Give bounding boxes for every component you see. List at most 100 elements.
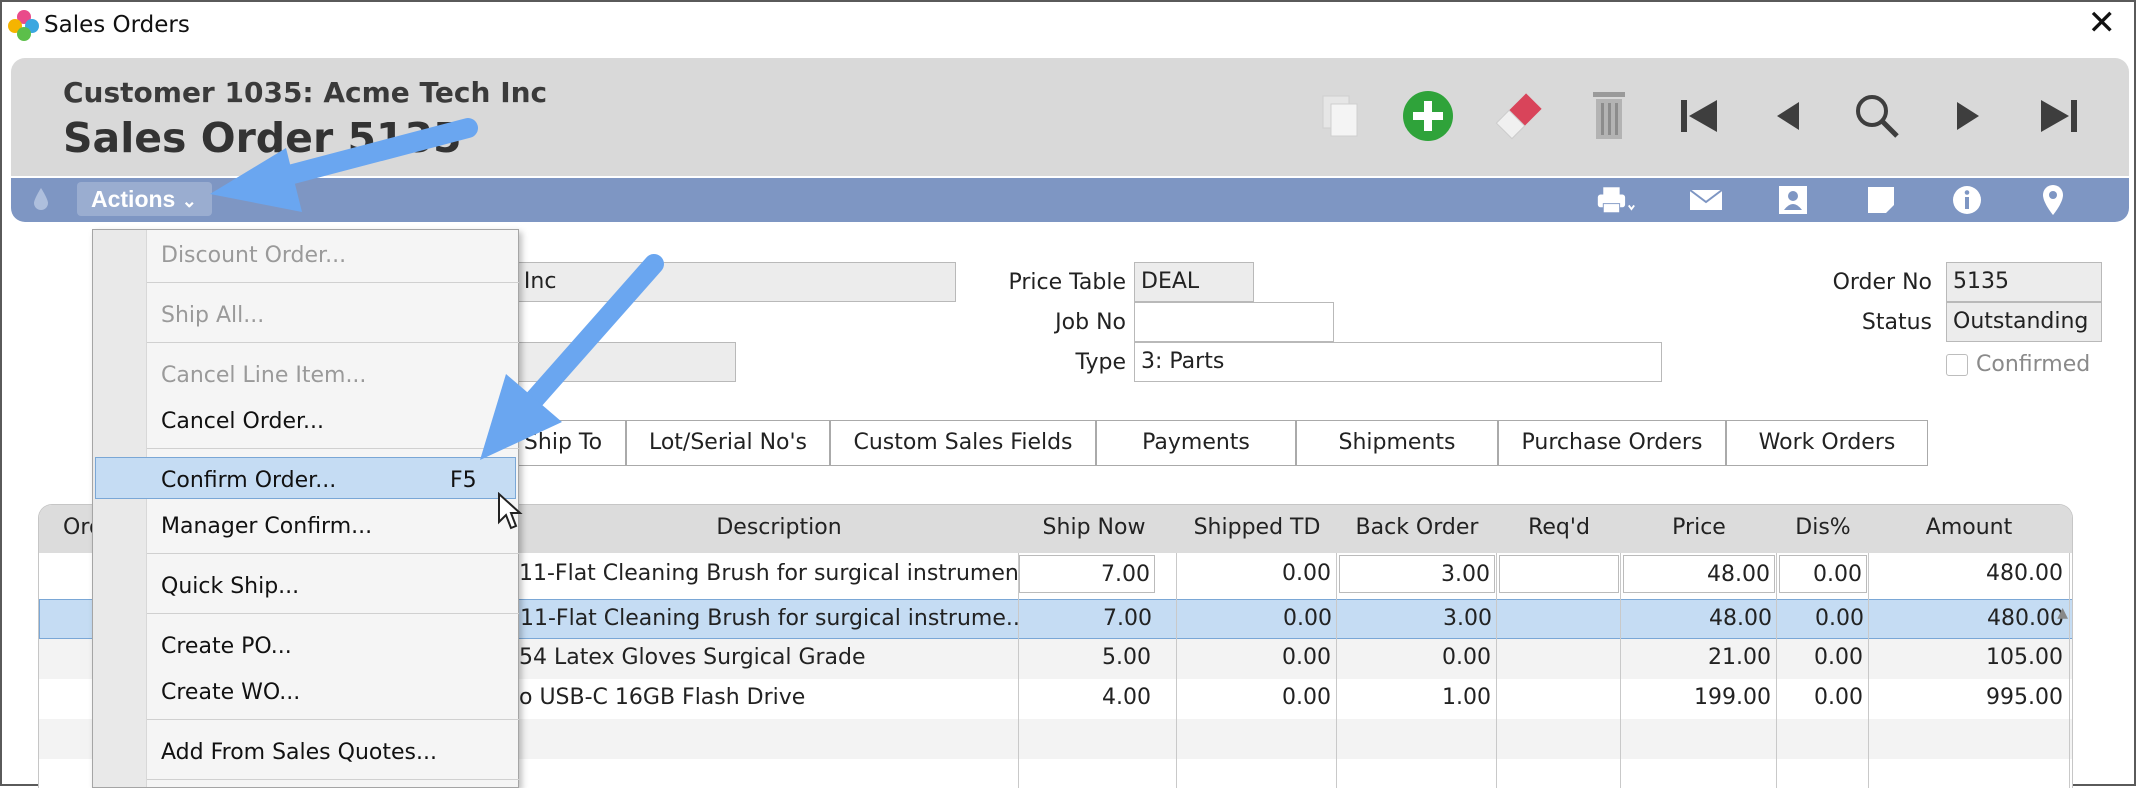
actions-button[interactable]: Actions ⌄	[77, 182, 212, 216]
column-header-ship-now[interactable]: Ship Now	[1042, 515, 1146, 540]
price-table-label: Price Table	[1008, 270, 1126, 295]
ship-now-cell: 5.00	[1102, 645, 1151, 670]
customer-name-field[interactable]: h Inc	[496, 262, 956, 302]
amount-cell: 995.00	[1986, 685, 2063, 710]
menu-item-manager-confirm[interactable]: Manager Confirm...	[161, 514, 373, 539]
mouse-cursor-icon	[498, 492, 523, 530]
mail-icon[interactable]	[1686, 183, 1726, 217]
column-header-back-order[interactable]: Back Order	[1355, 515, 1479, 540]
column-header-reqd[interactable]: Req'd	[1528, 515, 1590, 540]
order-no-label: Order No	[1832, 270, 1932, 295]
menu-separator	[147, 448, 519, 449]
menu-item-ship-all[interactable]: Ship All...	[161, 303, 265, 328]
price-table-field[interactable]: DEAL	[1134, 262, 1254, 302]
grid-divider	[1868, 553, 1869, 788]
contact-icon[interactable]	[1773, 183, 1813, 217]
menu-item-create-po[interactable]: Create PO...	[161, 634, 292, 659]
description-cell: o USB-C 16GB Flash Drive	[519, 685, 806, 710]
menu-item-quick-ship[interactable]: Quick Ship...	[161, 574, 300, 599]
trash-icon[interactable]	[1581, 88, 1637, 144]
customer-secondary-field[interactable]	[496, 342, 736, 382]
close-icon[interactable]: ✕	[2087, 3, 2117, 43]
menu-gutter	[93, 230, 147, 787]
job-no-field[interactable]	[1134, 302, 1334, 342]
column-header-price[interactable]: Price	[1672, 515, 1726, 540]
title-bar: Sales Orders ✕	[2, 2, 2134, 52]
location-pin-icon[interactable]	[2033, 183, 2073, 217]
first-record-icon[interactable]	[1671, 88, 1727, 144]
duplicate-icon[interactable]	[1313, 88, 1369, 144]
type-label: Type	[1075, 350, 1126, 375]
column-header-dis[interactable]: Dis%	[1795, 515, 1851, 540]
grid-divider	[2069, 553, 2070, 788]
dis-cell: 0.00	[1814, 685, 1863, 710]
order-no-field[interactable]: 5135	[1946, 262, 2102, 302]
grid-divider	[1496, 553, 1497, 788]
edit-back-order-cell[interactable]: 3.00	[1339, 555, 1495, 593]
next-record-icon[interactable]	[1941, 88, 1997, 144]
action-bar: Actions ⌄	[11, 178, 2129, 222]
reqd-cell	[1499, 679, 1619, 717]
print-icon[interactable]	[1596, 183, 1636, 217]
menu-separator	[147, 613, 519, 614]
edit-shipped-td-cell: 0.00	[1282, 561, 1331, 586]
edit-amount-cell: 480.00	[1986, 561, 2063, 586]
confirm-order-shortcut: F5	[450, 468, 477, 493]
order-title: Sales Order 5135	[63, 114, 462, 162]
edit-description-cell[interactable]: 11-Flat Cleaning Brush for surgical inst…	[519, 561, 1039, 586]
eraser-icon[interactable]	[1491, 88, 1547, 144]
table-row[interactable]: 11-Flat Cleaning Brush for surgical inst…	[39, 599, 2072, 639]
customer-title: Customer 1035: Acme Tech Inc	[63, 76, 548, 109]
ship-now-cell: 4.00	[1102, 685, 1151, 710]
menu-separator	[147, 779, 519, 780]
scroll-up-arrow-icon[interactable]: ▲	[2057, 605, 2068, 621]
menu-item-cancel-line-item[interactable]: Cancel Line Item...	[161, 363, 367, 388]
shipped-td-cell: 0.00	[1283, 606, 1332, 631]
menu-item-cancel-order[interactable]: Cancel Order...	[161, 409, 325, 434]
column-header-shipped-td[interactable]: Shipped TD	[1193, 515, 1321, 540]
last-record-icon[interactable]	[2031, 88, 2087, 144]
edit-ship-now-cell[interactable]: 7.00	[1019, 555, 1155, 593]
chevron-down-icon: ⌄	[181, 191, 197, 211]
edit-dis-cell[interactable]: 0.00	[1779, 555, 1867, 593]
amount-cell: 480.00	[1987, 606, 2064, 631]
add-icon[interactable]	[1400, 88, 1456, 144]
previous-record-icon[interactable]	[1759, 88, 1815, 144]
actions-label: Actions	[91, 186, 176, 212]
job-no-label: Job No	[1055, 310, 1126, 335]
confirmed-checkbox[interactable]	[1946, 354, 1968, 376]
tab-purchase-orders[interactable]: Purchase Orders	[1498, 420, 1726, 466]
tab-payments[interactable]: Payments	[1096, 420, 1296, 466]
tab-custom-sales-fields[interactable]: Custom Sales Fields	[830, 420, 1096, 466]
tab-lot-serial[interactable]: Lot/Serial No's	[626, 420, 830, 466]
grid-divider	[1776, 553, 1777, 788]
reqd-cell	[1499, 639, 1619, 677]
search-icon[interactable]	[1849, 88, 1905, 144]
menu-item-create-wo[interactable]: Create WO...	[161, 680, 301, 705]
description-cell: 11-Flat Cleaning Brush for surgical inst…	[520, 606, 1020, 631]
tab-work-orders[interactable]: Work Orders	[1726, 420, 1928, 466]
status-label: Status	[1861, 310, 1932, 335]
edit-price-cell[interactable]: 48.00	[1623, 555, 1775, 593]
menu-item-add-from-sales-quotes[interactable]: Add From Sales Quotes...	[161, 740, 437, 765]
info-icon[interactable]	[1947, 183, 1987, 217]
tab-shipments[interactable]: Shipments	[1296, 420, 1498, 466]
actions-menu: Discount Order... Ship All... Cancel Lin…	[92, 229, 519, 788]
note-icon[interactable]	[1861, 183, 1901, 217]
menu-separator	[147, 553, 519, 554]
column-header-description[interactable]: Description	[716, 515, 842, 540]
grid-divider	[1176, 553, 1177, 788]
grid-divider	[1018, 553, 1019, 788]
reqd-cell	[1500, 600, 1620, 638]
menu-item-confirm-order[interactable]: Confirm Order...	[161, 468, 337, 493]
status-field[interactable]: Outstanding	[1946, 302, 2102, 342]
back-order-cell: 0.00	[1442, 645, 1491, 670]
menu-highlight	[95, 457, 516, 499]
edit-reqd-cell[interactable]	[1499, 555, 1619, 593]
menu-item-discount-order[interactable]: Discount Order...	[161, 243, 347, 268]
grid-edit-row[interactable]: 11-Flat Cleaning Brush for surgical inst…	[39, 555, 2072, 595]
column-header-amount[interactable]: Amount	[1925, 515, 2013, 540]
type-field[interactable]: 3: Parts	[1134, 342, 1662, 382]
window-title: Sales Orders	[44, 12, 190, 38]
